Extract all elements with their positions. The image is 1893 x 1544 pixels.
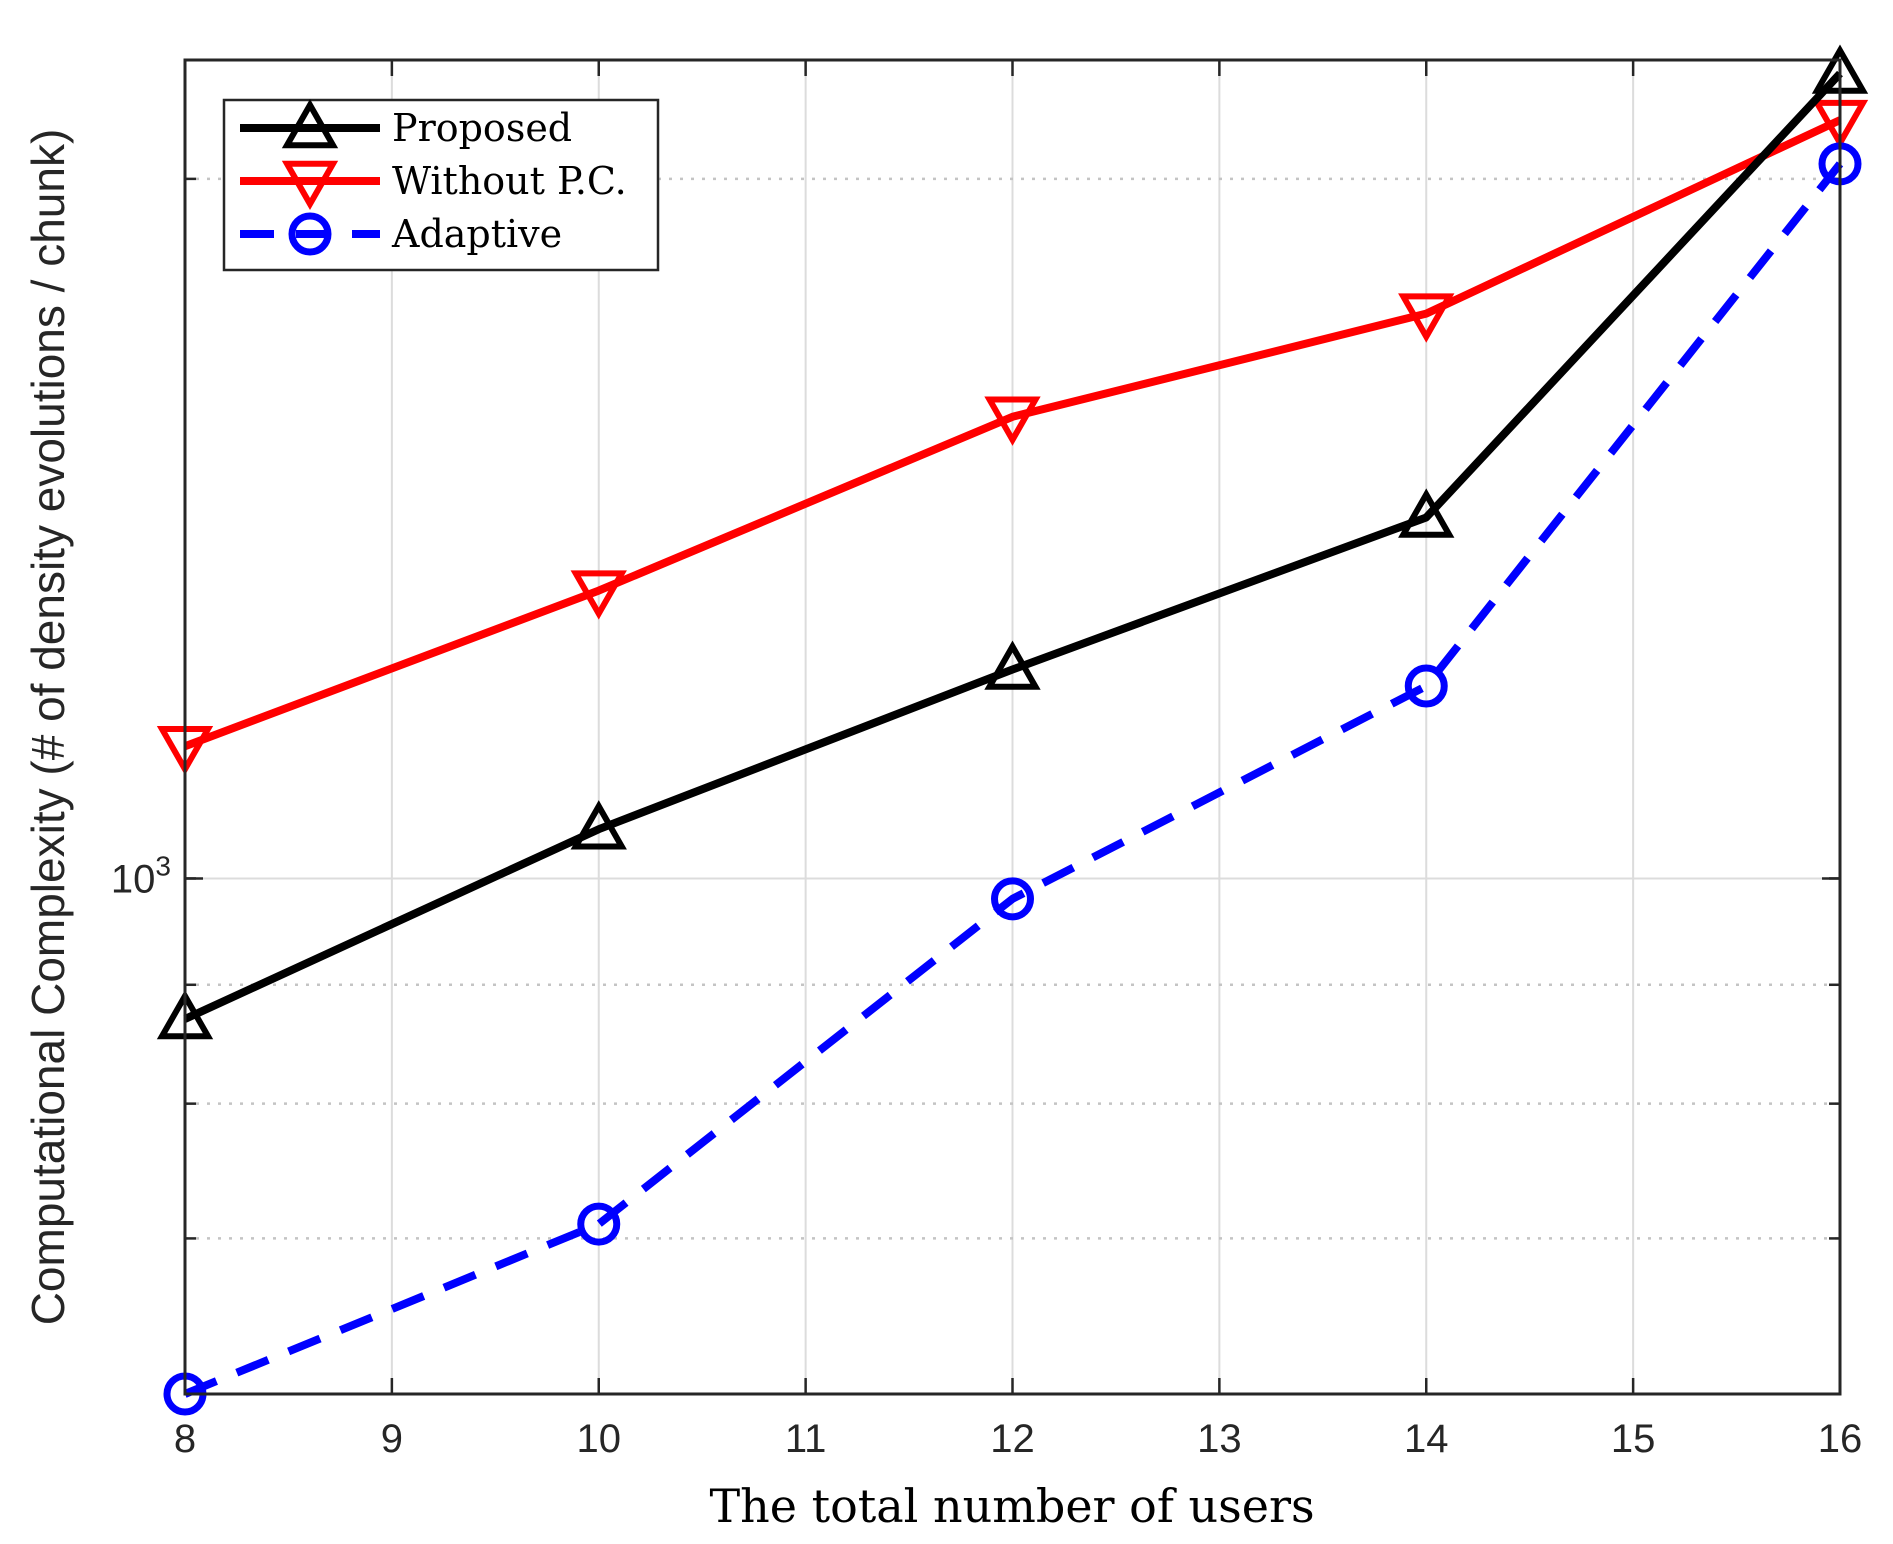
legend-label-without-p-c: Without P.C. bbox=[392, 159, 627, 203]
y-tick-label: 103 bbox=[111, 850, 171, 901]
x-tick-label: 14 bbox=[1404, 1417, 1449, 1461]
data-point-proposed bbox=[570, 800, 627, 850]
x-tick-label: 8 bbox=[174, 1417, 196, 1461]
data-point-adaptive bbox=[577, 1202, 621, 1246]
legend-marker-adaptive bbox=[288, 212, 332, 256]
legend-marker-proposed bbox=[281, 98, 339, 149]
legend: Proposed Without P.C. Adaptive bbox=[222, 98, 660, 272]
x-tick-label: 13 bbox=[1197, 1417, 1242, 1461]
series-line-proposed bbox=[183, 70, 1843, 1023]
series-line-without-p-c bbox=[183, 116, 1842, 750]
legend-label-adaptive: Adaptive bbox=[391, 212, 562, 256]
legend-label-proposed: Proposed bbox=[392, 106, 572, 150]
data-point-without-p-c bbox=[984, 396, 1041, 446]
x-tick-label: 12 bbox=[990, 1417, 1035, 1461]
y-axis-title: Computational Complexity (# of density e… bbox=[22, 129, 74, 1326]
data-point-without-p-c bbox=[1398, 293, 1455, 343]
data-point-proposed bbox=[1398, 488, 1455, 538]
data-point-adaptive bbox=[991, 877, 1034, 921]
data-point-adaptive bbox=[1404, 664, 1448, 708]
x-tick-label: 16 bbox=[1818, 1417, 1863, 1461]
legend-item-without-p-c: Without P.C. bbox=[240, 159, 627, 211]
data-point-without-p-c bbox=[570, 570, 627, 620]
legend-item-adaptive: Adaptive bbox=[240, 212, 562, 256]
series-proposed bbox=[156, 44, 1869, 1040]
series-layer bbox=[156, 44, 1869, 1416]
series-line-adaptive bbox=[183, 161, 1844, 1398]
grid bbox=[184, 60, 1841, 1396]
legend-item-proposed: Proposed bbox=[240, 98, 572, 150]
tick-labels: 8 9 10 11 12 13 14 15 16 103 bbox=[111, 850, 1862, 1461]
x-axis-title: The total number of users bbox=[709, 1479, 1314, 1533]
x-tick-label: 11 bbox=[785, 1417, 827, 1461]
plot-frame bbox=[183, 58, 1842, 1396]
x-tick-label: 15 bbox=[1611, 1417, 1656, 1461]
data-point-proposed bbox=[984, 640, 1041, 690]
legend-marker-without-p-c bbox=[281, 160, 339, 211]
x-tick-label: 9 bbox=[381, 1417, 403, 1461]
x-tick-label: 10 bbox=[577, 1417, 622, 1461]
